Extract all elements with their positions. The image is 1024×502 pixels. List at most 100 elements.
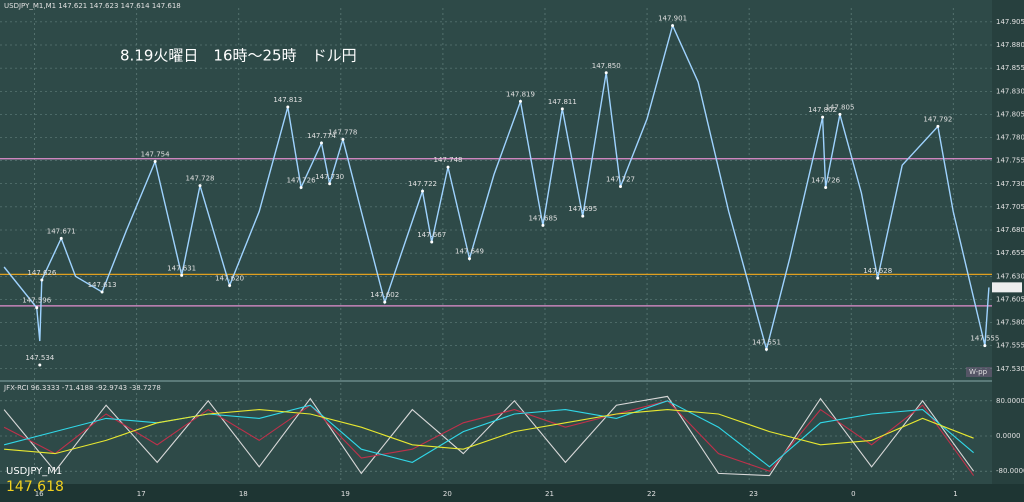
swing-label: 147.685 (528, 214, 557, 222)
y-tick-label: 147.855 (996, 64, 1024, 72)
swing-label: 147.727 (606, 176, 635, 184)
x-tick-label: 20 (443, 490, 452, 498)
swing-label: 147.802 (808, 106, 837, 114)
swing-label: 147.813 (273, 96, 302, 104)
swing-point (671, 24, 675, 28)
y-tick-label: 147.555 (996, 342, 1024, 350)
marker-box (966, 367, 992, 377)
y-tick-label: 147.580 (996, 319, 1024, 327)
y-tick-label: 147.630 (996, 272, 1024, 280)
swing-label: 147.722 (408, 180, 437, 188)
y-tick-label: 80.0000 (996, 397, 1024, 405)
swing-point (541, 223, 545, 227)
swing-point (560, 107, 564, 111)
swing-label: 147.649 (455, 248, 484, 256)
swing-point (838, 112, 842, 116)
swing-point (228, 284, 232, 287)
swing-point (619, 185, 623, 189)
swing-label: 147.774 (307, 132, 336, 140)
y-tick-label: 0.0000 (996, 432, 1021, 440)
swing-point (35, 306, 39, 310)
swing-point (421, 189, 425, 193)
swing-point (40, 278, 44, 282)
swing-label: 147.850 (592, 62, 621, 70)
swing-label: 147.620 (215, 275, 244, 283)
x-tick-label: 21 (545, 490, 554, 498)
indicator-title: JFX-RCI 96.3333 -71.4188 -92.9743 -38.72… (3, 384, 161, 392)
swing-point (341, 137, 345, 141)
y-tick-label: 147.805 (996, 110, 1024, 118)
swing-label: 147.726 (811, 176, 840, 184)
marker-label: W-pp (969, 368, 988, 376)
axis-strip (992, 0, 1024, 502)
x-tick-label: 1 (953, 490, 957, 498)
swing-point (286, 105, 290, 109)
swing-point (383, 300, 387, 304)
swing-point (821, 115, 825, 119)
time-axis (0, 484, 1024, 502)
swing-point (180, 273, 184, 277)
swing-point (430, 240, 434, 244)
swing-label: 147.631 (167, 264, 196, 272)
swing-point (876, 276, 880, 280)
swing-label: 147.534 (25, 354, 54, 362)
price-label: 147.618 (6, 479, 64, 495)
swing-point (153, 160, 157, 164)
x-tick-label: 0 (851, 490, 855, 498)
y-tick-label: 147.905 (996, 18, 1024, 26)
swing-point (328, 182, 332, 186)
swing-label: 147.626 (27, 269, 56, 277)
swing-label: 147.551 (752, 338, 781, 346)
swing-label: 147.613 (88, 281, 117, 289)
swing-label: 147.748 (434, 156, 463, 164)
swing-point (198, 184, 202, 188)
swing-point (604, 71, 608, 75)
swing-label: 147.792 (923, 115, 952, 123)
swing-label: 147.667 (417, 231, 446, 239)
swing-label: 147.555 (970, 335, 999, 343)
x-tick-label: 19 (341, 490, 350, 498)
header: USDJPY_M1,M1 147.621 147.623 147.614 147… (4, 2, 181, 10)
x-tick-label: 18 (239, 490, 248, 498)
swing-label: 147.602 (370, 291, 399, 299)
y-tick-label: 147.605 (996, 295, 1024, 303)
swing-point (518, 99, 522, 103)
x-tick-label: 17 (137, 490, 146, 498)
swing-point (319, 141, 323, 145)
price-line (4, 409, 974, 455)
swing-label: 147.778 (328, 128, 357, 136)
y-tick-label: 147.680 (996, 226, 1024, 234)
y-tick-label: -80.0000 (996, 467, 1024, 475)
y-tick-label: 147.530 (996, 365, 1024, 373)
y-tick-label: 147.730 (996, 180, 1024, 188)
swing-label: 147.754 (141, 151, 170, 159)
y-tick-label: 147.880 (996, 41, 1024, 49)
x-tick-label: 22 (647, 490, 656, 498)
swing-label: 147.901 (658, 15, 687, 23)
price-line (3, 395, 975, 477)
swing-point (299, 185, 303, 189)
swing-point (983, 344, 987, 348)
y-tick-label: 147.780 (996, 134, 1024, 142)
swing-label: 147.628 (863, 267, 892, 275)
y-tick-label: 147.655 (996, 249, 1024, 257)
swing-label: 147.819 (506, 90, 535, 98)
swing-point (936, 124, 940, 128)
swing-point (100, 290, 104, 294)
swing-label: 147.811 (548, 98, 577, 106)
swing-label: 147.671 (47, 227, 76, 235)
x-tick-label: 23 (749, 490, 758, 498)
symbol-label: USDJPY_M1 (6, 466, 62, 477)
swing-label: 147.726 (287, 176, 316, 184)
swing-label: 147.695 (568, 205, 597, 213)
swing-point (446, 165, 450, 169)
swing-point (581, 214, 585, 218)
swing-point (467, 257, 471, 261)
y-tick-label: 147.705 (996, 203, 1024, 211)
chart-title: 8.19火曜日 16時～25時 ドル円 (120, 47, 357, 65)
swing-point (59, 236, 63, 240)
swing-point (824, 185, 828, 189)
swing-label: 147.728 (186, 175, 215, 183)
